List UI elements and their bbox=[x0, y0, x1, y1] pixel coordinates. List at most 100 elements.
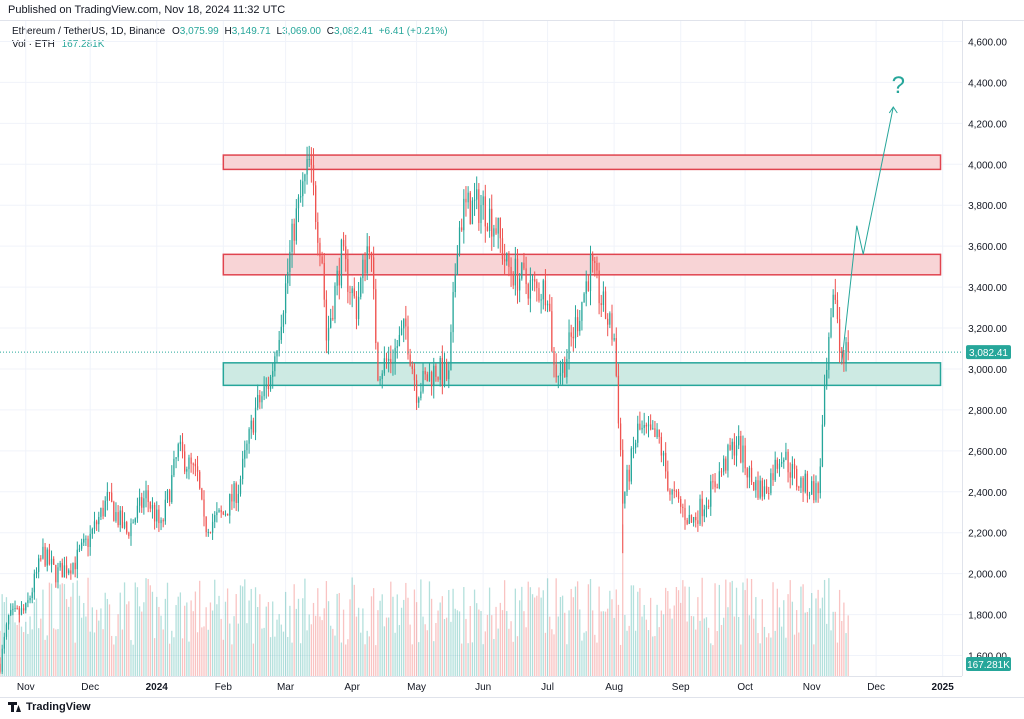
candle-body bbox=[244, 450, 246, 459]
candle bbox=[557, 375, 559, 389]
volume-bar bbox=[576, 581, 579, 676]
volume-bar bbox=[435, 622, 437, 676]
candle bbox=[147, 485, 149, 513]
candle-body bbox=[521, 262, 523, 279]
symbol-title[interactable]: Ethereum / TetherUS, 1D, Binance bbox=[12, 26, 166, 37]
volume-bar bbox=[121, 629, 124, 676]
volume-bar bbox=[276, 619, 278, 676]
volume-bar bbox=[145, 578, 147, 676]
price-chart[interactable]: ?1,600.001,800.002,000.002,200.002,400.0… bbox=[0, 21, 1024, 697]
candle-body bbox=[731, 441, 733, 450]
candle-body bbox=[278, 339, 280, 351]
time-tick-label: Nov bbox=[17, 682, 35, 693]
candle-body bbox=[261, 396, 263, 403]
volume-bar bbox=[342, 609, 345, 676]
candle bbox=[712, 473, 714, 490]
volume-bar bbox=[119, 592, 121, 676]
candle-body bbox=[765, 486, 768, 493]
candle-body bbox=[798, 486, 800, 488]
volume-bar bbox=[450, 621, 452, 676]
volume-bar bbox=[723, 617, 725, 676]
candle-body bbox=[568, 332, 570, 359]
volume-bar bbox=[611, 599, 613, 676]
volume-bar bbox=[224, 601, 227, 676]
candle bbox=[574, 305, 577, 349]
candle-body bbox=[476, 189, 478, 200]
volume-bar bbox=[836, 642, 839, 676]
volume-bar bbox=[375, 645, 377, 676]
candle bbox=[570, 324, 572, 347]
candle bbox=[536, 278, 538, 302]
volume-bar bbox=[753, 618, 755, 676]
candle bbox=[263, 376, 265, 401]
candle bbox=[448, 361, 450, 389]
candle bbox=[639, 411, 641, 431]
volume-bar bbox=[780, 626, 783, 676]
price-tick-label: 3,000.00 bbox=[968, 365, 1007, 376]
candle bbox=[452, 281, 454, 343]
volume-bar bbox=[551, 629, 553, 676]
candle bbox=[403, 318, 405, 343]
volume-bar bbox=[770, 637, 772, 676]
candle-body bbox=[465, 198, 467, 203]
volume-bar bbox=[280, 624, 282, 676]
candle bbox=[3, 632, 5, 654]
candle-body bbox=[40, 558, 42, 560]
candle-body bbox=[80, 542, 83, 549]
candle bbox=[27, 592, 29, 608]
candle bbox=[357, 281, 360, 326]
candle-body bbox=[830, 317, 832, 337]
candle bbox=[658, 429, 660, 444]
volume-label[interactable]: Vol · ETH bbox=[12, 39, 55, 50]
volume-bar bbox=[673, 605, 675, 676]
volume-bar bbox=[768, 633, 770, 676]
candle bbox=[592, 251, 594, 273]
candle bbox=[729, 437, 731, 451]
candle-body bbox=[304, 174, 306, 182]
candle-body bbox=[503, 259, 506, 262]
candle-body bbox=[375, 289, 377, 343]
candle bbox=[184, 444, 186, 475]
candle bbox=[134, 517, 136, 525]
volume-bar bbox=[254, 587, 257, 676]
volume-bar bbox=[181, 638, 184, 676]
candle-body bbox=[828, 336, 830, 370]
candle-body bbox=[491, 208, 493, 237]
volume-bar bbox=[808, 608, 811, 676]
volume-bar bbox=[351, 577, 353, 676]
volume-bar bbox=[265, 606, 267, 676]
candle-body bbox=[117, 512, 119, 526]
candle-body bbox=[654, 428, 656, 437]
candle-body bbox=[723, 458, 725, 472]
brand[interactable]: TradingView bbox=[8, 701, 91, 713]
candle bbox=[838, 306, 841, 363]
volume-bar bbox=[117, 614, 119, 676]
candle-body bbox=[248, 429, 250, 444]
candle-body bbox=[390, 358, 392, 364]
candle bbox=[611, 304, 613, 346]
volume-bar bbox=[519, 600, 521, 676]
candle-body bbox=[211, 521, 214, 533]
candle-body bbox=[604, 291, 607, 319]
candle bbox=[761, 477, 763, 501]
volume-bar bbox=[465, 618, 467, 676]
tradingview-logo-icon bbox=[8, 702, 22, 712]
candle bbox=[598, 262, 600, 315]
candle-body bbox=[499, 217, 501, 239]
candle bbox=[634, 439, 637, 454]
volume-bar bbox=[772, 582, 774, 676]
price-tick-label: 2,400.00 bbox=[968, 488, 1007, 499]
candle-body bbox=[106, 492, 109, 501]
candle-body bbox=[409, 354, 411, 366]
candle bbox=[235, 481, 237, 511]
volume-bar bbox=[302, 598, 304, 676]
time-tick-label: Feb bbox=[215, 682, 233, 693]
candle bbox=[705, 497, 708, 518]
time-tick-label: Sep bbox=[672, 682, 690, 693]
volume-bar bbox=[637, 591, 639, 676]
candle bbox=[435, 363, 437, 382]
candle-body bbox=[649, 424, 652, 430]
candle-body bbox=[549, 303, 551, 312]
candle-body bbox=[488, 208, 491, 231]
candle-body bbox=[235, 483, 237, 503]
